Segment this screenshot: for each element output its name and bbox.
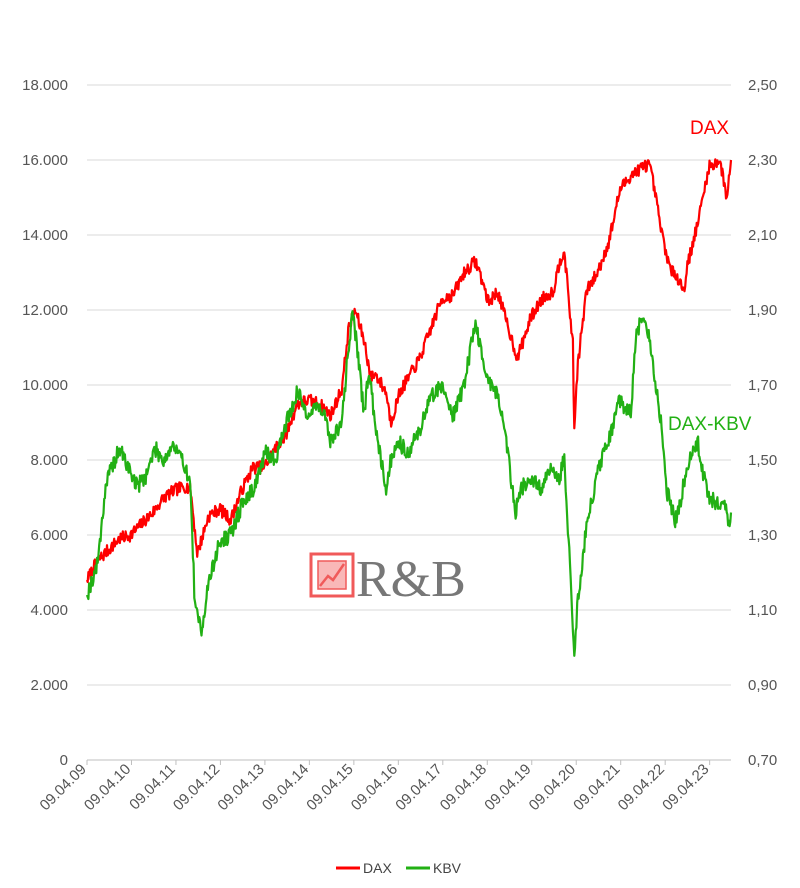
logo-frame <box>309 552 355 598</box>
x-tick-label: 09.04.20 <box>526 761 579 814</box>
y-left-tick-label: 12.000 <box>22 302 68 319</box>
y-right-tick-label: 1,10 <box>748 602 777 619</box>
y-right-tick-label: 1,30 <box>748 527 777 544</box>
legend-kbv-label: KBV <box>433 860 462 876</box>
y-right-tick-label: 0,90 <box>748 677 777 694</box>
dax-line <box>85 158 733 584</box>
y-left-tick-label: 4.000 <box>30 602 68 619</box>
y-right-tick-label: 1,50 <box>748 452 777 469</box>
series-lines <box>85 158 733 657</box>
legend-dax-label: DAX <box>363 860 392 876</box>
x-tick-label: 09.04.12 <box>170 761 223 814</box>
y-left-tick-label: 0 <box>60 752 68 769</box>
kbv-line <box>85 310 733 657</box>
x-tick-label: 09.04.23 <box>659 761 712 814</box>
legend: DAX KBV <box>336 860 462 876</box>
y-right-tick-label: 1,90 <box>748 302 777 319</box>
y-right-tick-label: 2,10 <box>748 227 777 244</box>
x-tick-label: 09.04.16 <box>348 761 401 814</box>
x-tick-label: 09.04.10 <box>81 761 134 814</box>
y-left-tick-label: 18.000 <box>22 77 68 94</box>
x-tick-label: 09.04.22 <box>615 761 668 814</box>
x-tick-label: 09.04.19 <box>481 761 534 814</box>
y-left-tick-label: 10.000 <box>22 377 68 394</box>
logo-trend-icon <box>319 563 346 587</box>
logo-text: R&B <box>356 551 466 608</box>
y-left-tick-label: 8.000 <box>30 452 68 469</box>
rb-logo: R&B <box>309 551 466 608</box>
y-right-tick-label: 2,50 <box>748 77 777 94</box>
x-tick-label: 09.04.15 <box>303 761 356 814</box>
y-right-tick-label: 2,30 <box>748 152 777 169</box>
x-tick-label: 09.04.17 <box>392 761 445 814</box>
x-tick-label: 09.04.18 <box>437 761 490 814</box>
x-tick-label: 09.04.14 <box>259 761 312 814</box>
y-left-tick-label: 2.000 <box>30 677 68 694</box>
y-left-tick-label: 14.000 <box>22 227 68 244</box>
x-tick-label: 09.04.11 <box>126 761 179 814</box>
x-tick-label: 09.04.21 <box>570 761 623 814</box>
y-left-tick-label: 16.000 <box>22 152 68 169</box>
y-left-tick-label: 6.000 <box>30 527 68 544</box>
y-right-tick-label: 1,70 <box>748 377 777 394</box>
x-tick-label: 09.04.13 <box>214 761 267 814</box>
kbv-series-label: DAX-KBV <box>668 414 752 435</box>
y-right-tick-label: 0,70 <box>748 752 777 769</box>
dax-series-label: DAX <box>690 118 729 139</box>
